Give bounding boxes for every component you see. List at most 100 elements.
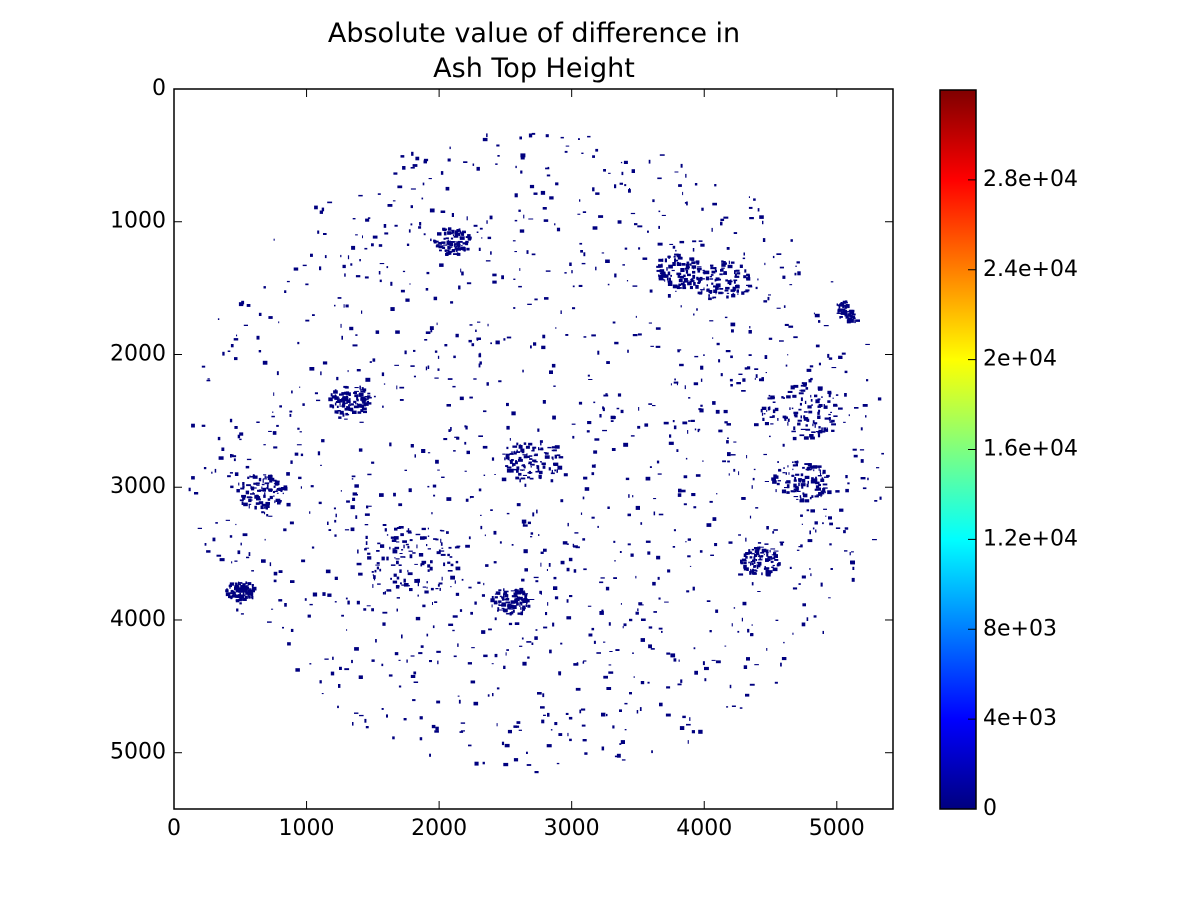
image-speckle: [449, 242, 454, 247]
image-speckle: [466, 450, 470, 455]
image-speckle: [381, 663, 384, 667]
image-speckle: [853, 454, 858, 458]
image-speckle: [635, 505, 640, 510]
image-speckle: [666, 652, 671, 655]
image-speckle: [439, 249, 442, 252]
image-speckle: [772, 480, 777, 484]
image-speckle: [804, 499, 810, 503]
image-speckle: [764, 543, 769, 545]
image-speckle: [523, 601, 528, 603]
image-speckle: [579, 709, 582, 714]
image-speckle: [782, 472, 786, 474]
image-speckle: [367, 217, 371, 219]
image-speckle: [234, 472, 239, 476]
image-speckle: [503, 593, 505, 598]
image-speckle: [826, 427, 828, 430]
image-speckle: [569, 738, 572, 742]
image-speckle: [363, 402, 369, 406]
image-speckle: [677, 257, 683, 260]
image-speckle: [234, 586, 236, 591]
image-speckle: [860, 427, 863, 431]
image-speckle: [580, 512, 583, 515]
image-speckle: [524, 594, 527, 598]
image-speckle: [755, 570, 758, 572]
image-speckle: [419, 716, 423, 720]
image-speckle: [749, 683, 755, 686]
image-speckle: [250, 590, 255, 592]
image-speckle: [846, 311, 848, 314]
image-speckle: [801, 478, 806, 483]
image-speckle: [403, 578, 406, 583]
image-speckle: [692, 240, 697, 243]
image-speckle: [709, 320, 714, 322]
image-speckle: [448, 546, 452, 549]
image-speckle: [494, 596, 498, 599]
image-speckle: [490, 342, 492, 345]
image-speckle: [820, 496, 822, 498]
image-speckle: [242, 482, 245, 486]
image-speckle: [226, 588, 228, 590]
image-speckle: [683, 274, 686, 278]
image-speckle: [547, 446, 552, 449]
image-speckle: [225, 592, 231, 597]
image-speckle: [400, 155, 405, 158]
image-speckle: [249, 496, 253, 499]
image-speckle: [446, 252, 452, 255]
image-speckle: [809, 468, 812, 471]
image-speckle: [820, 582, 823, 587]
image-speckle: [809, 568, 811, 570]
image-speckle: [716, 493, 718, 495]
image-speckle: [521, 637, 524, 640]
image-speckle: [658, 274, 660, 277]
image-speckle: [694, 670, 698, 675]
image-speckle: [784, 487, 789, 489]
image-speckle: [256, 484, 260, 486]
image-speckle: [458, 285, 461, 290]
image-speckle: [632, 495, 634, 498]
image-speckle: [268, 430, 272, 432]
image-speckle: [614, 184, 617, 189]
image-speckle: [382, 622, 386, 626]
image-speckle: [245, 490, 250, 495]
image-speckle: [678, 184, 682, 187]
image-speckle: [648, 644, 652, 649]
image-speckle: [692, 586, 695, 591]
image-speckle: [682, 421, 688, 425]
image-speckle: [600, 577, 605, 579]
image-speckle: [810, 399, 813, 402]
image-speckle: [583, 336, 587, 338]
image-speckle: [276, 480, 280, 483]
image-speckle: [394, 364, 399, 366]
image-speckle: [731, 705, 736, 707]
image-speckle: [658, 258, 663, 262]
image-speckle: [501, 477, 507, 482]
image-speckle: [818, 320, 821, 323]
image-speckle: [687, 740, 689, 744]
image-speckle: [516, 503, 521, 507]
image-speckle: [540, 591, 542, 595]
image-speckle: [405, 543, 409, 546]
image-speckle: [787, 418, 790, 422]
image-speckle: [730, 355, 733, 359]
image-speckle: [479, 361, 482, 365]
image-speckle: [230, 344, 234, 348]
image-speckle: [447, 158, 451, 162]
image-speckle: [679, 275, 684, 279]
image-speckle: [822, 469, 826, 474]
image-speckle: [715, 277, 720, 281]
image-speckle: [645, 476, 651, 481]
image-speckle: [763, 453, 767, 456]
image-speckle: [400, 289, 405, 293]
image-speckle: [770, 558, 773, 560]
image-speckle: [692, 274, 696, 279]
image-speckle: [358, 393, 362, 397]
image-speckle: [844, 370, 848, 374]
image-speckle: [235, 599, 240, 603]
image-speckle: [637, 333, 642, 336]
image-speckle: [714, 278, 717, 282]
image-speckle: [508, 607, 510, 610]
image-speckle: [552, 622, 555, 627]
image-speckle: [448, 253, 450, 255]
image-speckle: [362, 235, 363, 239]
image-speckle: [364, 247, 368, 250]
